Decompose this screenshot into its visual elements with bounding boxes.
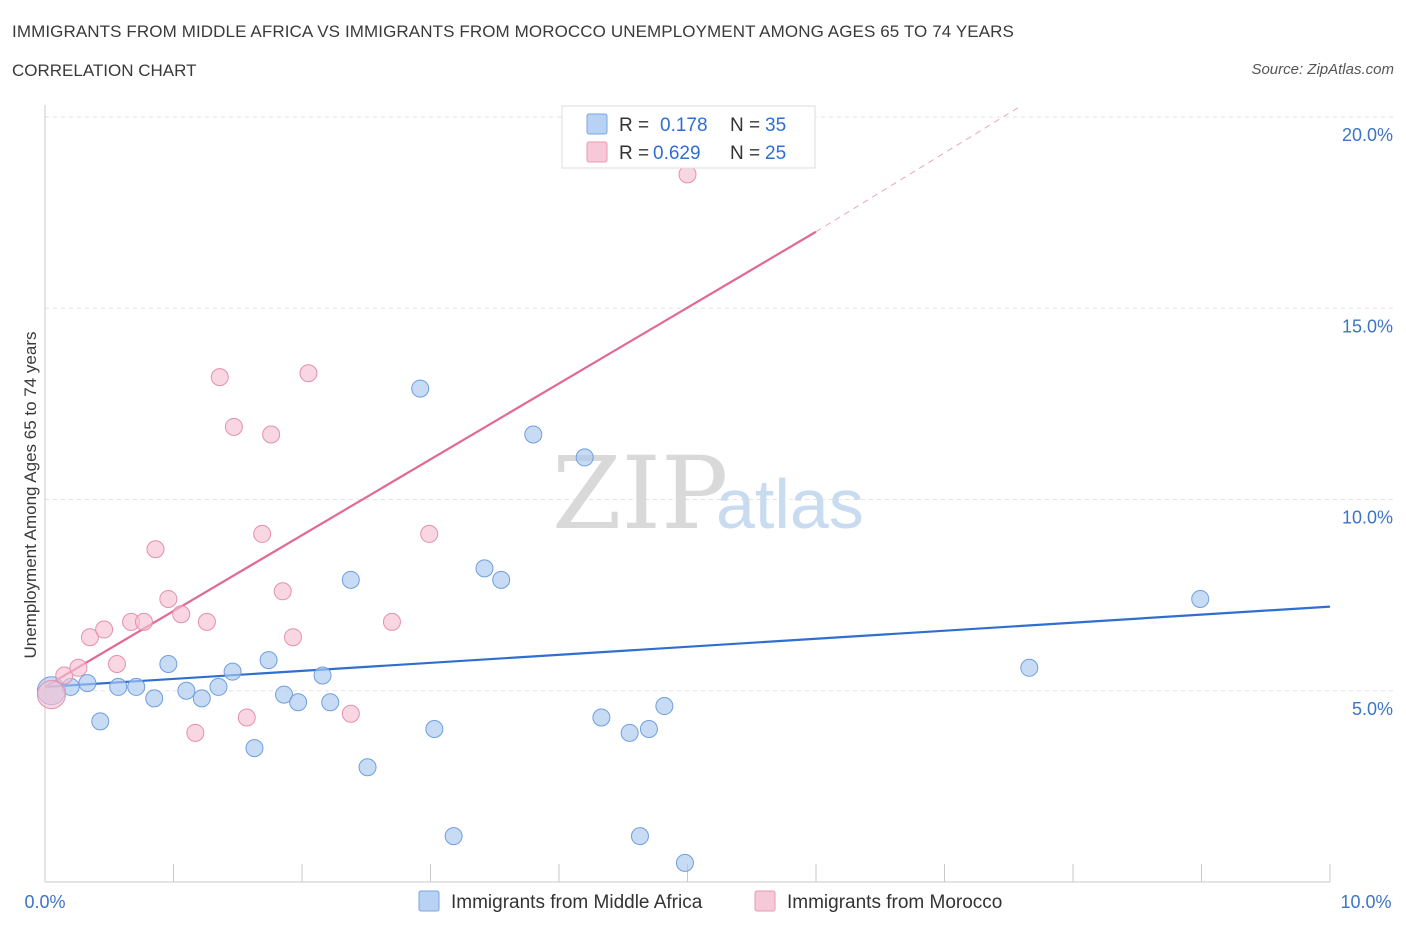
trend-line-series-0 — [44, 605, 1331, 689]
series-legend-swatch-middle-africa — [418, 890, 440, 912]
point-series-0-9 — [192, 689, 211, 708]
point-series-1-16 — [253, 524, 272, 543]
point-series-0-7 — [159, 654, 178, 673]
y-tick-label-0: 5.0% — [1352, 699, 1393, 719]
point-series-1-17 — [262, 425, 281, 444]
y-axis-tick-labels: 5.0% 10.0% 15.0% 20.0% — [1342, 125, 1393, 719]
point-series-0-3 — [91, 712, 110, 731]
point-series-1-18 — [273, 582, 292, 601]
point-series-0-12 — [245, 739, 264, 758]
chart-subtitle: CORRELATION CHART — [12, 61, 197, 80]
x-tick-label-max: 10.0% — [1340, 892, 1391, 912]
point-series-0-23 — [475, 559, 494, 578]
point-series-1-22 — [382, 612, 401, 631]
data-points — [36, 165, 1210, 872]
point-series-1-2 — [69, 658, 88, 677]
point-series-1-19 — [284, 628, 303, 647]
legend-swatch-blue — [586, 113, 608, 135]
legend-n-label-2: N = — [730, 143, 760, 164]
point-series-0-15 — [289, 693, 308, 712]
point-series-0-26 — [575, 448, 594, 467]
legend-swatch-pink — [586, 141, 608, 163]
point-series-0-19 — [358, 758, 377, 777]
legend-n-label-1: N = — [730, 115, 760, 136]
point-series-0-25 — [524, 425, 543, 444]
point-series-0-33 — [1020, 658, 1039, 677]
legend-r-value-1: 0.178 — [660, 115, 708, 136]
point-series-0-18 — [341, 570, 360, 589]
legend-r-label-2: R = — [619, 143, 649, 164]
stats-legend: R = 0.178 N = 35 R = 0.629 N = 25 — [561, 105, 816, 169]
point-series-0-14 — [275, 685, 294, 704]
point-series-1-12 — [197, 612, 216, 631]
point-series-1-7 — [134, 612, 153, 631]
point-series-1-5 — [107, 654, 126, 673]
point-series-1-8 — [146, 540, 165, 559]
point-series-0-32 — [675, 853, 694, 872]
chart-title: IMMIGRANTS FROM MIDDLE AFRICA VS IMMIGRA… — [12, 22, 1014, 41]
legend-r-value-2: 0.629 — [653, 143, 701, 164]
legend-r-label-1: R = — [619, 115, 649, 136]
point-series-0-17 — [321, 693, 340, 712]
series-legend-swatch-morocco — [754, 890, 776, 912]
point-series-0-34 — [1191, 589, 1210, 608]
point-series-1-20 — [299, 364, 318, 383]
point-series-0-6 — [145, 689, 164, 708]
gridlines — [45, 116, 1393, 692]
series-legend: Immigrants from Middle Africa Immigrants… — [418, 890, 1002, 913]
y-tick-label-3: 20.0% — [1342, 125, 1393, 145]
watermark-atlas: atlas — [716, 465, 864, 543]
point-series-0-30 — [639, 720, 658, 738]
point-series-0-10 — [209, 677, 228, 696]
source-label: Source: ZipAtlas.com — [1251, 61, 1394, 78]
point-series-0-8 — [177, 681, 196, 700]
point-series-0-16 — [313, 666, 332, 685]
trend-lines — [44, 105, 1331, 689]
trend-extension-series-1 — [815, 105, 1022, 233]
point-series-0-4 — [109, 677, 128, 696]
point-series-1-9 — [159, 589, 178, 608]
point-series-1-10 — [172, 605, 191, 624]
point-series-0-5 — [127, 677, 146, 696]
y-tick-label-2: 15.0% — [1342, 316, 1393, 336]
x-tick-label-min: 0.0% — [24, 892, 65, 912]
x-axis-ticks — [44, 864, 1331, 882]
series-legend-label-middle-africa: Immigrants from Middle Africa — [451, 892, 703, 913]
point-series-1-3 — [80, 628, 99, 647]
point-series-1-23 — [420, 524, 439, 543]
point-series-1-11 — [186, 723, 205, 742]
point-series-0-24 — [492, 570, 511, 589]
point-series-0-13 — [259, 651, 278, 670]
point-series-0-27 — [592, 708, 611, 727]
point-series-1-21 — [341, 704, 360, 723]
point-series-1-0 — [36, 680, 66, 710]
point-series-1-14 — [224, 417, 243, 436]
point-series-1-4 — [95, 620, 114, 639]
point-series-0-28 — [620, 723, 639, 742]
point-series-0-2 — [78, 674, 97, 693]
point-series-0-20 — [411, 379, 430, 398]
y-axis-label: Unemployment Among Ages 65 to 74 years — [21, 332, 40, 659]
point-series-0-29 — [630, 827, 649, 846]
legend-n-value-1: 35 — [765, 115, 786, 136]
point-series-1-1 — [55, 666, 74, 685]
y-tick-label-1: 10.0% — [1342, 508, 1393, 528]
point-series-0-22 — [444, 827, 463, 846]
point-series-1-13 — [210, 368, 229, 387]
point-series-0-31 — [655, 697, 674, 716]
point-series-0-21 — [425, 720, 444, 738]
series-legend-label-morocco: Immigrants from Morocco — [787, 892, 1002, 913]
legend-n-value-2: 25 — [765, 143, 786, 164]
point-series-0-11 — [223, 662, 242, 681]
point-series-1-15 — [237, 708, 256, 727]
